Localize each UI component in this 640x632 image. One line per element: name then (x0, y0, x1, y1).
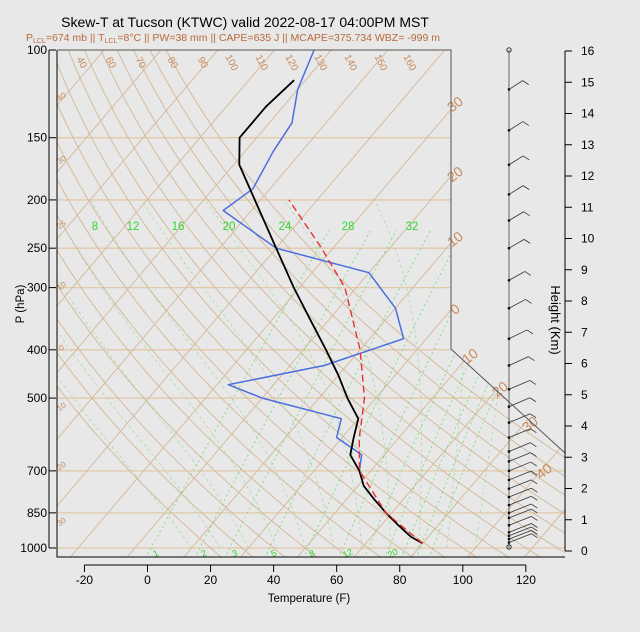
chart-subtitle: PLCL=674 mb || TLCL=8°C || PW=38 mm || C… (26, 32, 440, 45)
x-tick-label: 100 (453, 573, 473, 587)
x-tick-label: 40 (267, 573, 281, 587)
x-axis-label: Temperature (F) (268, 593, 351, 605)
p-tick-label: 300 (27, 281, 47, 295)
height-tick-label: 11 (581, 200, 594, 214)
height-tick-label: 10 (581, 232, 595, 246)
p-tick-label: 150 (27, 131, 47, 145)
p-tick-label: 500 (27, 391, 47, 405)
height-tick-label: 1 (581, 513, 588, 527)
y-axis-label: P (hPa) (15, 284, 27, 323)
p-tick-label: 700 (27, 464, 47, 478)
subtitle-text-2: =8°C || PW=38 mm || CAPE=635 J || MCAPE=… (117, 32, 440, 44)
p-tick-label: 850 (27, 506, 47, 520)
mixing-ratio-label: 20 (223, 221, 236, 233)
x-tick-label: 60 (330, 573, 344, 587)
height-tick-label: 14 (581, 107, 595, 121)
subtitle-lcl-sub-2: LCL (105, 38, 118, 45)
height-axis-label: Height (Km) (548, 285, 563, 354)
mixing-ratio-label: 12 (127, 221, 140, 233)
mixing-ratio-label: 16 (172, 221, 185, 233)
p-tick-label: 400 (27, 343, 47, 357)
x-tick-label: 20 (204, 573, 218, 587)
p-tick-label: 1000 (20, 541, 47, 555)
height-tick-label: 5 (581, 388, 588, 402)
height-tick-label: 7 (581, 325, 588, 339)
p-tick-label: 250 (27, 241, 47, 255)
subtitle-text-1: =674 mb || T (46, 32, 105, 44)
chart-title: Skew-T at Tucson (KTWC) valid 2022-08-17… (61, 14, 429, 30)
x-tick-label: -20 (76, 573, 94, 587)
height-tick-label: 2 (581, 482, 588, 496)
height-tick-label: 3 (581, 450, 588, 464)
height-tick-label: 6 (581, 357, 588, 371)
mixing-ratio-label: 8 (92, 221, 98, 233)
x-tick-label: 120 (516, 573, 536, 587)
x-tick-label: 0 (144, 573, 151, 587)
height-tick-label: 15 (581, 75, 595, 89)
p-tick-label: 100 (27, 43, 47, 57)
height-tick-label: 12 (581, 169, 595, 183)
height-tick-label: 4 (581, 419, 588, 433)
mixing-ratio-label: 28 (342, 221, 355, 233)
mixing-ratio-label: 24 (279, 221, 292, 233)
height-tick-label: 8 (581, 294, 588, 308)
height-tick-label: 13 (581, 138, 595, 152)
height-tick-label: 9 (581, 263, 588, 277)
mixing-ratio-label: 32 (406, 221, 419, 233)
x-tick-label: 80 (393, 573, 407, 587)
height-tick-label: 0 (581, 544, 588, 558)
height-tick-label: 16 (581, 44, 595, 58)
p-tick-label: 200 (27, 193, 47, 207)
